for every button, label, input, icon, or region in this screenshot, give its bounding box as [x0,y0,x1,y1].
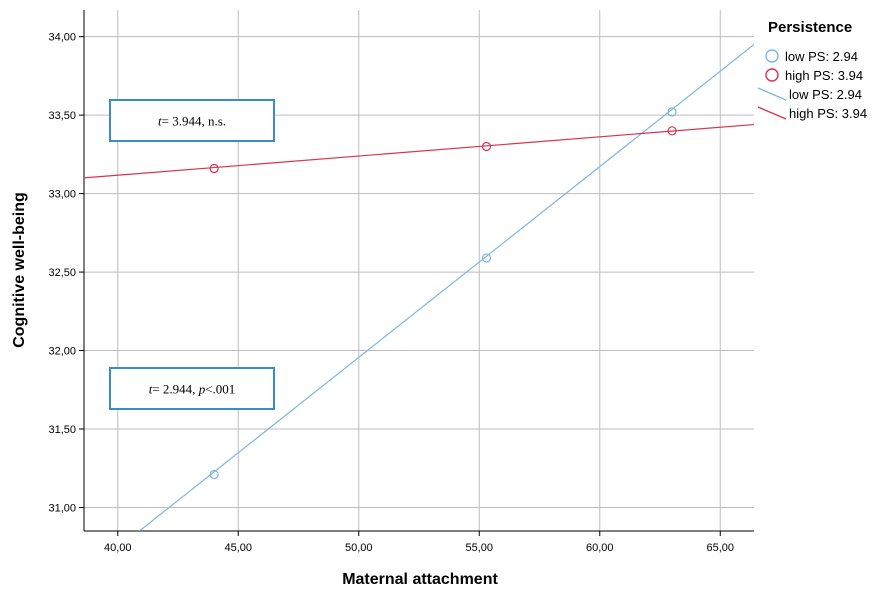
data-point [667,107,677,117]
y-tick-label: 31,00 [48,502,76,514]
legend-label: low PS: 2.94 [785,49,858,64]
legend-line-icon [757,106,787,120]
annotation-part: t [158,114,162,129]
x-tick-label: 45,00 [224,542,252,554]
series-group [84,44,754,531]
legend-entries: low PS: 2.94 high PS: 3.94 low PS: 2.94 hig… [757,49,867,121]
x-tick-label: 40,00 [104,542,132,554]
x-tick-label: 60,00 [586,542,614,554]
annotation-text: t= 3.944, n.s. [158,114,226,129]
x-axis-title: Maternal attachment [342,571,498,588]
axes [79,10,754,536]
y-tick-label: 34,00 [48,32,76,44]
y-tick-label: 32,50 [48,267,76,279]
annotation-part: <.001 [205,382,235,397]
y-tick-label: 31,50 [48,424,76,436]
data-point [481,253,492,263]
x-tick-label: 65,00 [706,542,734,554]
annotations: t= 3.944, n.s.t= 2.944, p<.001 [109,99,275,410]
legend-label: high PS: 3.94 [785,68,863,83]
annotation-box [109,99,275,142]
grid [84,10,754,531]
fit-line [84,123,754,179]
annotation-part: t [149,382,153,397]
x-tick-labels: 40,00 45,00 50,00 55,00 60,00 65,00 [104,542,734,554]
annotation-box [109,367,275,410]
y-axis-title: Cognitive well-being [11,192,28,348]
y-tick-labels: 34,00 33,50 33,00 32,50 32,00 31,50 31,00 [48,32,76,515]
legend-line-icon [757,87,787,101]
legend-label: high PS: 3.94 [789,106,867,121]
data-point [209,163,219,174]
legend-label: low PS: 2.94 [789,87,862,102]
legend-marker-icon [765,49,779,63]
annotation-part: = 3.944, n.s. [162,114,226,129]
x-tick-label: 55,00 [465,542,493,554]
data-point [481,141,492,152]
legend-marker-icon [765,68,779,82]
plot-area [84,44,754,531]
data-point [209,469,219,480]
y-tick-label: 33,50 [48,110,76,122]
annotation-part: p [198,382,206,397]
x-tick-label: 50,00 [345,542,373,554]
annotation-part: = 2.944, [152,382,198,397]
annotation-text: t= 2.944, p<.001 [149,382,236,397]
data-point [667,126,677,136]
fit-line [139,44,754,531]
y-tick-label: 32,00 [48,346,76,358]
y-tick-label: 33,00 [48,189,76,201]
legend-title: Persistence [768,19,852,36]
